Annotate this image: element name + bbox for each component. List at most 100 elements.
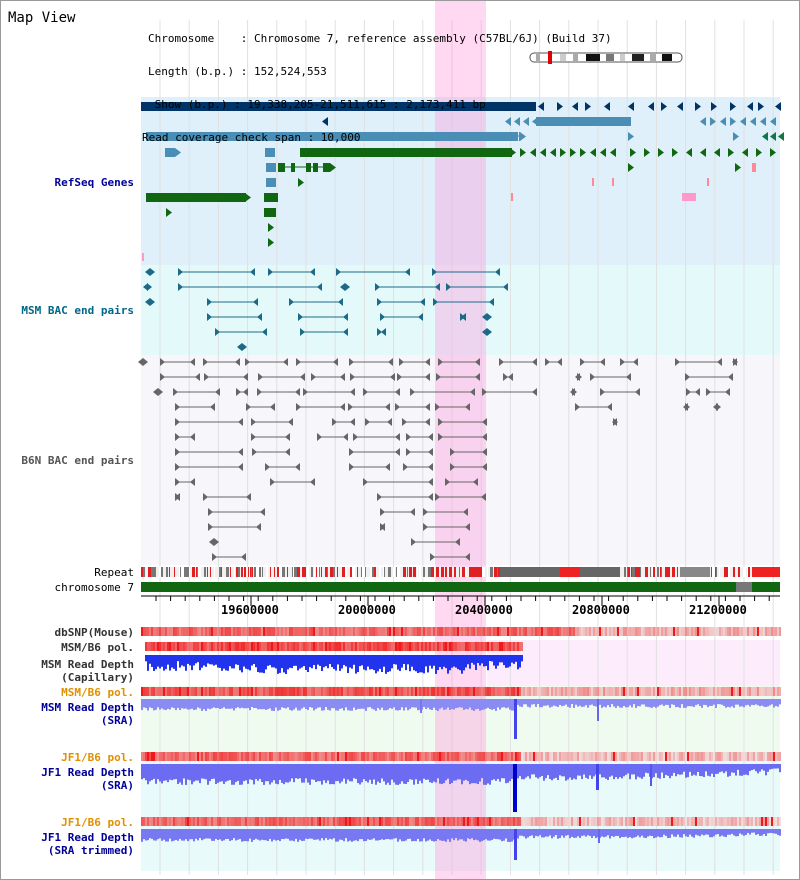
depth-bar	[771, 699, 773, 705]
heat-cell	[533, 752, 535, 761]
heat-cell	[469, 642, 471, 651]
heat-cell	[311, 642, 313, 651]
depth-bar	[267, 829, 269, 842]
heat-cell	[551, 752, 553, 761]
heat-cell	[389, 817, 391, 826]
depth-bar	[485, 699, 487, 709]
depth-bar	[661, 829, 663, 838]
bac-end-marker	[340, 373, 345, 381]
strand-arrow-icon	[268, 223, 274, 232]
depth-bar	[261, 764, 263, 783]
depth-bar	[201, 699, 203, 711]
heat-cell	[583, 627, 585, 636]
depth-bar	[215, 764, 217, 785]
depth-bar	[635, 764, 637, 780]
repeat-element	[733, 567, 735, 577]
heat-cell	[731, 687, 733, 696]
bac-end-marker	[340, 403, 345, 411]
heat-cell	[619, 687, 621, 696]
repeat-element	[383, 567, 384, 577]
bac-end-marker	[235, 358, 240, 366]
bac-end-marker	[428, 433, 433, 441]
heat-cell	[253, 627, 255, 636]
repeat-element	[388, 567, 391, 577]
depth-bar	[209, 699, 211, 710]
heat-cell	[341, 752, 343, 761]
depth-bar	[323, 699, 325, 711]
heat-cell	[597, 687, 599, 696]
heat-cell	[179, 752, 181, 761]
heat-cell	[651, 817, 653, 826]
heat-cell	[267, 627, 269, 636]
heat-cell	[175, 642, 177, 651]
heat-cell	[611, 752, 613, 761]
depth-bar	[659, 764, 661, 779]
depth-bar	[327, 829, 329, 840]
heat-cell	[559, 752, 561, 761]
bac-end-marker	[685, 373, 690, 381]
depth-bar	[421, 764, 423, 784]
heat-cell	[505, 627, 507, 636]
depth-bar	[469, 655, 471, 669]
depth-bar	[285, 829, 287, 839]
heat-cell	[217, 752, 219, 761]
heat-cell	[431, 627, 433, 636]
depth-bar	[579, 829, 581, 838]
depth-bar	[733, 699, 735, 708]
heat-cell	[763, 687, 765, 696]
depth-bar	[455, 655, 457, 668]
bac-end-marker	[289, 298, 294, 306]
heat-cell	[695, 817, 697, 826]
depth-bar	[749, 699, 751, 707]
heat-cell	[329, 687, 331, 696]
heat-cell	[401, 642, 403, 651]
heat-cell	[155, 627, 157, 636]
depth-bar	[733, 764, 735, 773]
heat-cell	[485, 627, 487, 636]
depth-bar	[679, 829, 681, 838]
gene-block	[511, 193, 513, 201]
heat-cell	[605, 817, 607, 826]
heat-cell	[159, 752, 161, 761]
depth-bar	[501, 699, 503, 708]
depth-bar	[167, 829, 169, 842]
depth-bar	[169, 764, 171, 780]
heat-cell	[173, 817, 175, 826]
depth-bar	[319, 699, 321, 708]
heat-cell	[761, 627, 763, 636]
depth-bar	[241, 655, 243, 673]
bac-pair	[209, 538, 219, 546]
depth-bar	[345, 655, 347, 667]
bac-pair	[350, 373, 395, 381]
depth-bar	[447, 699, 449, 708]
depth-bar	[419, 764, 421, 781]
bac-end-marker	[381, 328, 386, 336]
heat-cell	[643, 817, 645, 826]
heat-cell	[759, 687, 761, 696]
heat-cell	[363, 817, 365, 826]
bac-end-marker	[283, 358, 288, 366]
strand-arrow-icon	[770, 132, 776, 141]
repeat-element	[370, 567, 373, 577]
bac-end-marker	[545, 358, 550, 366]
bac-end-marker	[432, 268, 437, 276]
depth-bar	[399, 764, 401, 784]
heat-cell	[403, 642, 405, 651]
heat-cell	[189, 642, 191, 651]
heat-cell	[603, 817, 605, 826]
heat-cell	[403, 752, 405, 761]
depth-bar	[497, 829, 499, 840]
bac-end-marker	[178, 283, 183, 291]
repeat-element	[661, 567, 662, 577]
heat-cell	[549, 817, 551, 826]
heat-cell	[183, 687, 185, 696]
depth-bar	[147, 655, 149, 671]
repeat-element	[384, 567, 385, 577]
heat-cell	[649, 817, 651, 826]
depth-bar	[709, 764, 711, 777]
depth-bar	[475, 699, 477, 710]
heat-cell	[407, 687, 409, 696]
heat-cell	[473, 687, 475, 696]
heat-cell	[251, 752, 253, 761]
